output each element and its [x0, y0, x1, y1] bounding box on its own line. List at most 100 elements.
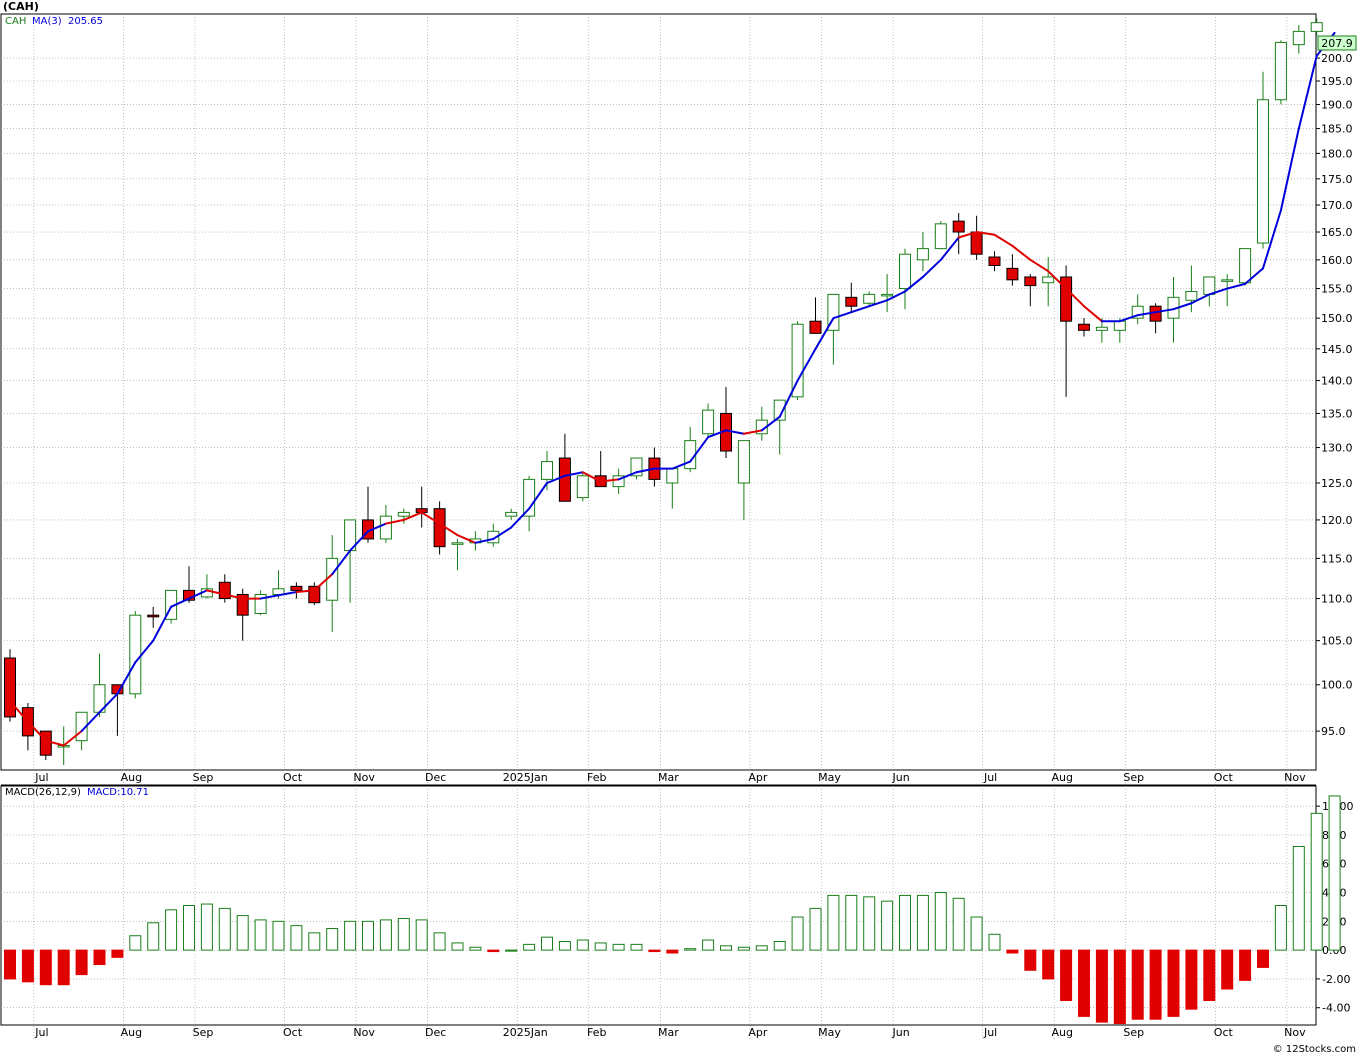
macd-bar [469, 946, 482, 951]
candle-body [1042, 276, 1055, 284]
ma3-segment [259, 594, 280, 600]
macd-x-label: Nov [1284, 1026, 1306, 1039]
candle-body [254, 593, 267, 614]
candle-body [129, 614, 142, 695]
macd-bar [21, 949, 34, 983]
macd-tick-label: -4.00 [1322, 1002, 1350, 1015]
ma3-segment [993, 233, 1014, 247]
candle-body [236, 593, 249, 616]
ma3-segment [939, 236, 960, 261]
macd-bar [200, 903, 213, 951]
ma3-segment [62, 730, 83, 747]
candle-body [881, 293, 894, 297]
candle-body [666, 468, 679, 484]
candle-body [1095, 326, 1108, 331]
price-x-label: Sep [1123, 771, 1144, 784]
macd-bar [379, 919, 392, 951]
ma3-segment [205, 589, 226, 596]
price-x-label: Aug [1051, 771, 1072, 784]
ma3-segment [1029, 258, 1050, 273]
macd-x-label: Dec [425, 1026, 446, 1039]
ma3-segment [1172, 302, 1193, 311]
ma3-segment [474, 537, 495, 544]
ma3-segment [886, 290, 906, 302]
macd-x-label: Apr [748, 1026, 768, 1039]
candle-body [451, 542, 464, 545]
price-x-label: May [818, 771, 841, 784]
ma3-segment [1011, 244, 1032, 261]
macd-bar [702, 939, 715, 951]
ma3-segment [921, 258, 942, 278]
macd-bar [720, 945, 732, 951]
candle-body [863, 293, 876, 304]
price-panel: 95.0 100.0 105.0 110.0 115.0 120.0 125.0 130.0 1… [0, 13, 1353, 786]
ma3-segment [725, 429, 745, 435]
candle-body [1292, 30, 1305, 46]
ma3-segment [9, 700, 29, 723]
macd-bar [326, 928, 339, 951]
price-x-label: 2025Jan [503, 771, 548, 784]
macd-bar [988, 933, 1001, 951]
macd-bar [183, 905, 195, 951]
candle-body [1006, 267, 1019, 281]
ma3-segment [420, 511, 441, 525]
macd-bar [1024, 949, 1037, 971]
price-x-label: Mar [658, 771, 679, 784]
candle-body [290, 585, 303, 591]
macd-bar [541, 936, 553, 951]
ma3-segment [152, 605, 173, 642]
price-x-label: Nov [1284, 771, 1306, 784]
macd-bar [648, 949, 661, 953]
ma3-segment [814, 317, 835, 350]
ma3-segment [277, 591, 298, 597]
ma3-segment [1083, 305, 1103, 323]
macd-x-label: Oct [283, 1026, 303, 1039]
price-x-label: Jul [983, 771, 997, 784]
candle-body [576, 475, 589, 499]
ma3-segment [313, 573, 334, 592]
candle-body [4, 657, 16, 718]
macd-x-label: Sep [1123, 1026, 1144, 1039]
footer-credit: © 12Stocks.com [1272, 1044, 1356, 1055]
ma3-segment [295, 589, 316, 594]
ma3-segment [438, 522, 459, 537]
macd-bar [433, 932, 446, 951]
price-tick-label: 100.0 [1321, 679, 1353, 692]
candle-body [809, 320, 822, 334]
candle-body [541, 461, 553, 480]
macd-bar [487, 949, 500, 953]
macd-bar [129, 935, 142, 951]
price-x-label: Oct [283, 771, 303, 784]
candle-body [218, 581, 231, 600]
candle-body [1257, 99, 1269, 244]
macd-bar [1149, 949, 1162, 1020]
ma3-segment [599, 478, 620, 483]
price-tick-label: 175.0 [1321, 173, 1353, 186]
ma3-segment [796, 347, 817, 382]
candle-body [397, 511, 410, 517]
macd-bar [612, 943, 625, 951]
ma3-segment [528, 482, 548, 510]
price-tick-label: 135.0 [1321, 407, 1353, 420]
macd-bar [1131, 949, 1144, 1020]
ma3-segment [367, 522, 387, 533]
macd-bar [236, 915, 249, 951]
macd-x-label: Sep [193, 1026, 214, 1039]
macd-bar [39, 949, 52, 986]
price-tick-label: 170.0 [1321, 199, 1353, 212]
macd-bar [523, 943, 536, 951]
price-tick-label: 145.0 [1321, 343, 1353, 356]
ma3-segment [546, 474, 566, 485]
price-x-label: Jul [34, 771, 48, 784]
ma3-segment [957, 231, 978, 239]
ma3-segment [98, 692, 119, 714]
ma3-segment [170, 597, 190, 608]
ma3-segment [563, 471, 584, 477]
price-x-label: Feb [587, 771, 606, 784]
ma3-segment [742, 429, 763, 435]
macd-bar [415, 919, 428, 951]
macd-x-label: Jul [34, 1026, 48, 1039]
macd-bar [344, 920, 357, 951]
candle-body [1060, 276, 1073, 322]
candle-body [505, 511, 518, 517]
